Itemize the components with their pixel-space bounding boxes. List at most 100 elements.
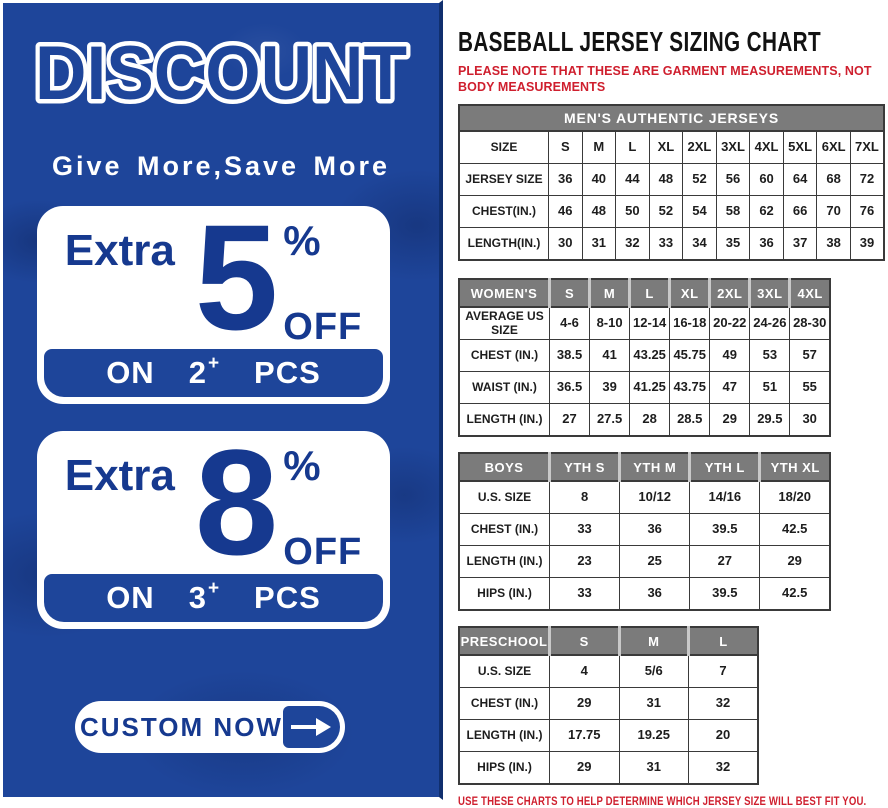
offer-card-5-percent: Extra 5 % OFF ON 2 + PCS	[37, 202, 390, 404]
table-header-cell: 4XL	[788, 278, 832, 309]
value-cell: 27.5	[589, 403, 631, 437]
value-cell: M	[581, 130, 617, 165]
table-header-cell: S	[547, 278, 592, 309]
table-header-cell: M	[617, 626, 690, 657]
on-label: ON	[106, 580, 155, 615]
value-cell: 28.5	[669, 403, 711, 437]
value-cell: 33	[648, 227, 684, 261]
custom-now-label: CUSTOM NOW	[80, 711, 283, 742]
value-cell: 41.25	[629, 371, 671, 405]
value-cell: 50	[615, 195, 650, 229]
value-cell: 20-22	[709, 306, 751, 341]
quantity-value: 3	[188, 580, 207, 615]
percent-value: 8	[194, 418, 279, 586]
value-cell: 38.5	[548, 339, 591, 373]
mens-table-title-bar: MEN'S AUTHENTIC JERSEYS	[458, 104, 885, 131]
value-cell: 72	[849, 163, 885, 197]
table-row: LENGTH(IN.) 30 31 32 33 34 35 36 37 38 39	[458, 227, 885, 261]
value-cell: 8-10	[589, 306, 631, 341]
value-cell: L	[615, 130, 650, 165]
value-cell: 52	[682, 163, 717, 197]
table-row: LENGTH (IN.) 17.75 19.25 20	[458, 719, 759, 753]
table-header-cell: 3XL	[748, 278, 792, 309]
value-cell: 53	[749, 339, 791, 373]
value-cell: 3XL	[715, 130, 751, 165]
value-cell: 42.5	[759, 513, 831, 547]
value-cell: 42.5	[759, 577, 831, 611]
value-cell: 37	[782, 227, 818, 261]
value-cell: 43.75	[669, 371, 711, 405]
value-cell: 27	[689, 545, 761, 579]
value-cell: 30	[548, 227, 583, 261]
value-cell: 4	[549, 654, 620, 689]
value-cell: 4XL	[749, 130, 784, 165]
custom-now-button[interactable]: CUSTOM NOW	[75, 701, 345, 753]
value-cell: 31	[618, 751, 689, 785]
value-cell: 36	[548, 163, 583, 197]
value-cell: 5/6	[618, 654, 689, 689]
table-row: HIPS (IN.) 29 31 32	[458, 751, 759, 785]
value-cell: 60	[749, 163, 784, 197]
value-cell: 58	[715, 195, 751, 229]
row-label-cell: CHEST(IN.)	[458, 195, 549, 229]
boys-sizing-table: BOYS YTH S YTH M YTH L YTH XL U.S. SIZE 8 10/12…	[458, 452, 832, 612]
table-row: WAIST (IN.) 36.5 39 41.25 43.75 47 51 55	[458, 371, 831, 405]
table-row: HIPS (IN.) 33 36 39.5 42.5	[458, 577, 831, 611]
off-label: OFF	[283, 305, 363, 348]
row-label-cell: CHEST (IN.)	[458, 513, 550, 547]
offer-condition-strip: ON 2 + PCS	[44, 349, 383, 397]
mens-sizing-table: SIZE S M L XL 2XL 3XL 4XL 5XL 6XL 7XL JERSEY SIZE 36…	[458, 130, 885, 262]
womens-sizing-table: WOMEN'S S M L XL 2XL 3XL 4XL AVERAGE US SIZE 4-6 8…	[458, 278, 832, 438]
value-cell: XL	[648, 130, 684, 165]
value-cell: 64	[782, 163, 818, 197]
value-cell: 52	[648, 195, 684, 229]
value-cell: 46	[548, 195, 583, 229]
row-label-cell: HIPS (IN.)	[458, 751, 550, 785]
row-label-cell: LENGTH (IN.)	[458, 719, 550, 753]
percent-off-column: % OFF	[283, 445, 362, 571]
value-cell: 39	[589, 371, 631, 405]
row-label-cell: CHEST (IN.)	[458, 687, 550, 721]
value-cell: 55	[789, 371, 831, 405]
value-cell: 10/12	[619, 480, 691, 515]
offer-card-top: Extra 5 % OFF	[37, 202, 390, 352]
row-label-cell: CHEST (IN.)	[458, 339, 550, 373]
row-label-cell: U.S. SIZE	[458, 480, 550, 515]
value-cell: 17.75	[549, 719, 620, 753]
table-header-cell: YTH XL	[758, 452, 832, 483]
offer-card-8-percent: Extra 8 % OFF ON 3 + PCS	[37, 418, 390, 629]
value-cell: 68	[816, 163, 851, 197]
value-cell: 29	[759, 545, 831, 579]
sizing-chart-panel: BASEBALL JERSEY SIZING CHART PLEASE NOTE…	[443, 0, 888, 808]
value-cell: 38	[816, 227, 851, 261]
value-cell: 62	[749, 195, 784, 229]
value-cell: 48	[581, 195, 617, 229]
row-label-cell: AVERAGE US SIZE	[458, 306, 550, 341]
pcs-label: PCS	[254, 580, 321, 615]
value-cell: 32	[688, 687, 759, 721]
row-label-cell: SIZE	[458, 130, 549, 165]
value-cell: 29.5	[749, 403, 791, 437]
table-row: SIZE S M L XL 2XL 3XL 4XL 5XL 6XL 7XL	[458, 130, 885, 165]
value-cell: 27	[548, 403, 591, 437]
fit-advice-note: USE THESE CHARTS TO HELP DETERMINE WHICH…	[458, 794, 867, 808]
table-header-cell: YTH S	[547, 452, 622, 483]
value-cell: 5XL	[782, 130, 818, 165]
table-header-cell: XL	[668, 278, 712, 309]
value-cell: 33	[548, 513, 621, 547]
value-cell: 7XL	[849, 130, 885, 165]
row-label-cell: HIPS (IN.)	[458, 577, 550, 611]
table-row: CHEST (IN.) 29 31 32	[458, 687, 759, 721]
value-cell: 24-26	[749, 306, 791, 341]
table-header-cell: 2XL	[708, 278, 752, 309]
value-cell: 41	[589, 339, 631, 373]
table-header-label: BOYS	[458, 452, 551, 483]
value-cell: 44	[615, 163, 650, 197]
tagline: Give More,Save More	[51, 151, 391, 181]
table-row: CHEST (IN.) 38.5 41 43.25 45.75 49 53 57	[458, 339, 831, 373]
value-cell: 2XL	[682, 130, 717, 165]
value-cell: 32	[615, 227, 650, 261]
extra-label: Extra	[64, 226, 175, 275]
table-header-label: PRESCHOOL	[458, 626, 551, 657]
discount-heading-text: DISCOUNT	[35, 31, 407, 116]
